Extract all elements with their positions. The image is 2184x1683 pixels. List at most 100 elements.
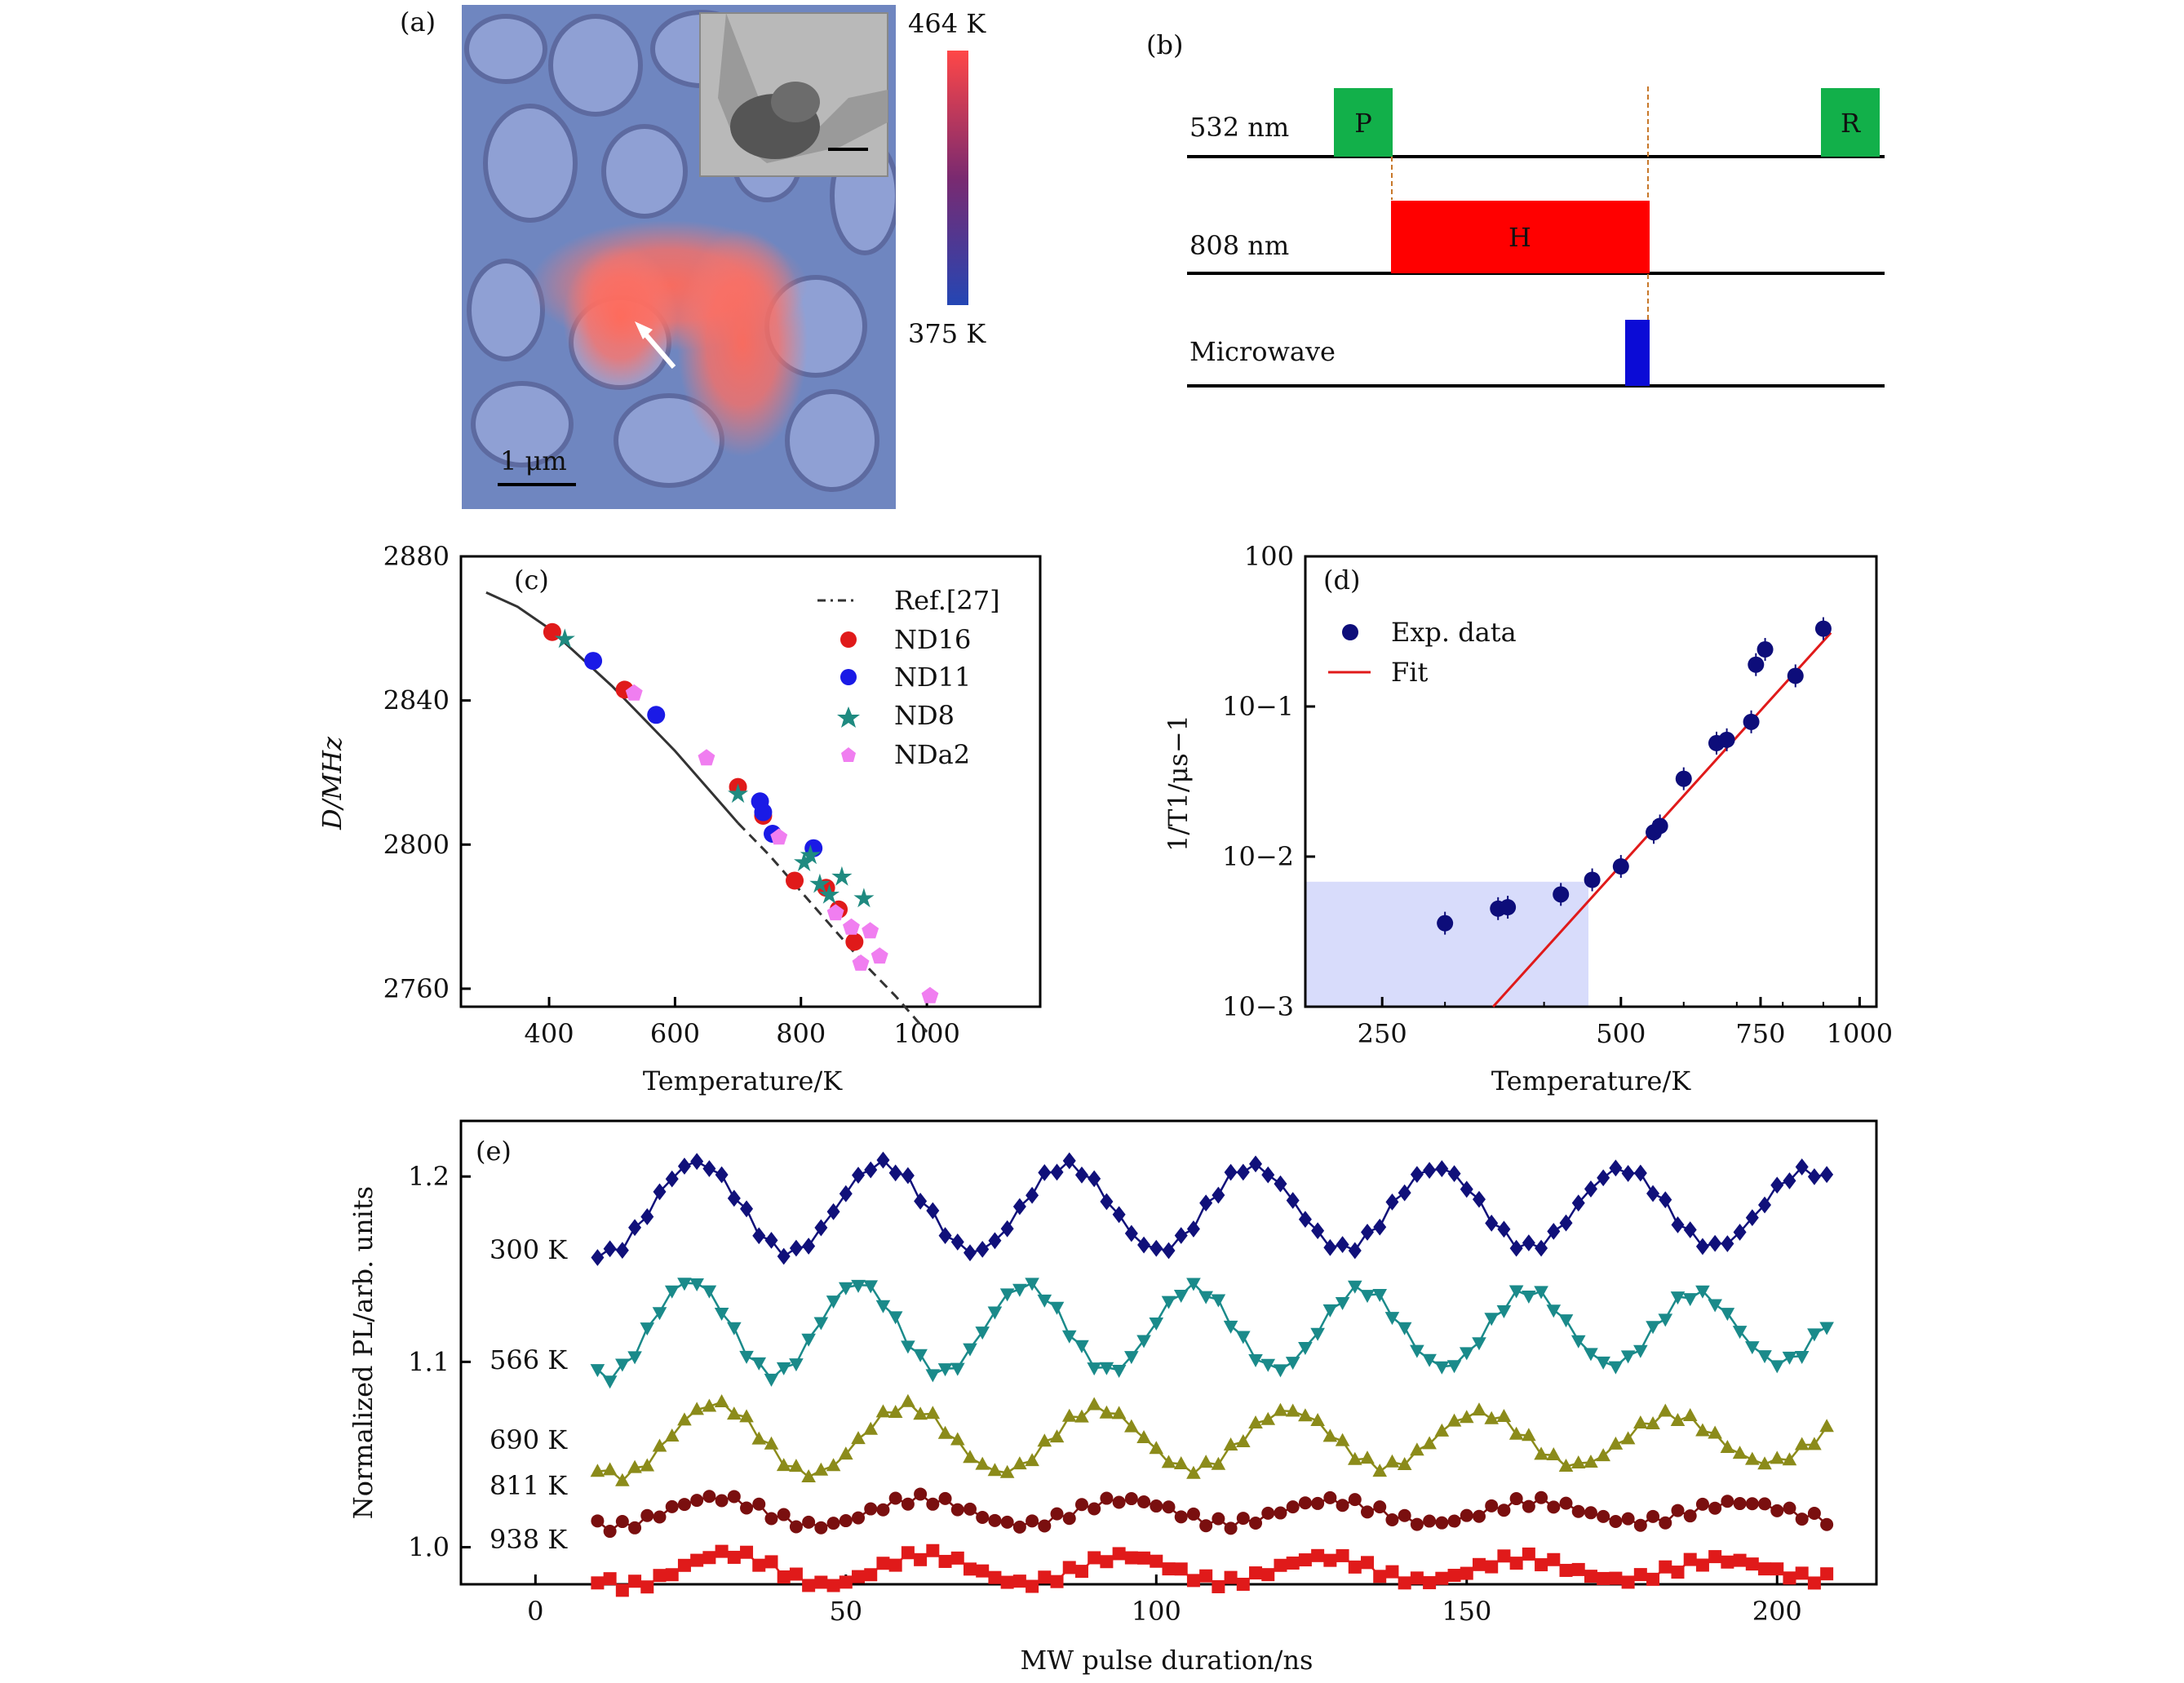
series-point-938k bbox=[740, 1545, 754, 1559]
series-point-938k bbox=[653, 1569, 667, 1583]
series-point-938k bbox=[1423, 1576, 1437, 1590]
series-point-690k bbox=[702, 1398, 717, 1412]
series-point-690k bbox=[1484, 1411, 1500, 1424]
series-point-300k bbox=[963, 1244, 977, 1262]
series-point-300k bbox=[864, 1161, 878, 1179]
series-point-566k bbox=[1099, 1362, 1114, 1375]
series-point-938k bbox=[988, 1570, 1002, 1584]
series-point-938k bbox=[814, 1575, 828, 1589]
colorbar-min-label: 375 K bbox=[908, 318, 986, 349]
point-nd8 bbox=[800, 844, 821, 865]
series-point-938k bbox=[1186, 1574, 1200, 1588]
series-point-690k bbox=[1298, 1408, 1313, 1422]
series-point-690k bbox=[1819, 1419, 1834, 1433]
series-point-811k bbox=[777, 1508, 791, 1521]
series-point-938k bbox=[628, 1574, 642, 1588]
series-point-300k bbox=[1026, 1186, 1039, 1204]
ref-curve-dashed bbox=[737, 822, 928, 1033]
series-point-938k bbox=[1584, 1570, 1597, 1583]
series-point-690k bbox=[677, 1412, 692, 1426]
series-point-300k bbox=[1361, 1224, 1375, 1241]
series-point-690k bbox=[776, 1458, 791, 1472]
series-point-811k bbox=[1298, 1496, 1312, 1510]
point-exp-data bbox=[1787, 667, 1804, 684]
series-point-566k bbox=[1037, 1294, 1052, 1308]
series-point-300k bbox=[1733, 1224, 1747, 1241]
series-point-938k bbox=[1323, 1553, 1337, 1567]
series-line-300k bbox=[596, 1158, 1827, 1259]
series-point-690k bbox=[1782, 1452, 1797, 1466]
series-point-938k bbox=[1026, 1579, 1039, 1593]
point-nd16 bbox=[786, 871, 804, 890]
series-point-690k bbox=[1446, 1413, 1462, 1427]
series-point-566k bbox=[739, 1350, 754, 1364]
series-point-938k bbox=[888, 1558, 902, 1572]
series-point-566k bbox=[901, 1340, 915, 1354]
e-ytick-label: 1.0 bbox=[408, 1532, 450, 1563]
series-point-300k bbox=[938, 1227, 952, 1244]
series-point-938k bbox=[1435, 1571, 1449, 1585]
series-point-811k bbox=[976, 1510, 990, 1524]
axis-e-ylabel: Normalized PL/arb. units bbox=[348, 1186, 379, 1519]
series-point-811k bbox=[1361, 1505, 1375, 1519]
series-point-566k bbox=[764, 1373, 779, 1387]
series-point-938k bbox=[1695, 1558, 1709, 1572]
series-point-300k bbox=[1671, 1216, 1685, 1233]
c-ytick-label: 2880 bbox=[383, 541, 450, 572]
series-point-690k bbox=[999, 1464, 1015, 1478]
series-point-566k bbox=[602, 1375, 618, 1389]
series-point-690k bbox=[1161, 1455, 1176, 1468]
point-exp-data bbox=[1651, 817, 1668, 835]
series-point-566k bbox=[1223, 1320, 1238, 1334]
series-point-938k bbox=[1571, 1562, 1585, 1576]
point-exp-data bbox=[1718, 731, 1735, 748]
series-point-811k bbox=[814, 1521, 828, 1535]
series-point-938k bbox=[1460, 1566, 1473, 1580]
series-point-938k bbox=[1311, 1548, 1325, 1562]
e-xtick-label: 200 bbox=[1752, 1596, 1802, 1627]
point-nda2 bbox=[770, 828, 788, 845]
series-point-300k bbox=[1423, 1162, 1437, 1180]
series-point-300k bbox=[1659, 1191, 1672, 1209]
series-point-938k bbox=[1286, 1556, 1300, 1570]
series-point-938k bbox=[1062, 1561, 1076, 1574]
series-point-938k bbox=[1162, 1562, 1176, 1576]
series-point-566k bbox=[1472, 1337, 1486, 1351]
row-label-808: 808 nm bbox=[1189, 230, 1289, 261]
panel-c: (c) 400 600 800 1000 2760 2800 2840 2880 Tempe… bbox=[317, 541, 1042, 1096]
d-ytick-label: 10−2 bbox=[1222, 841, 1294, 872]
legend-c-nd8-marker bbox=[837, 706, 860, 728]
series-point-300k bbox=[1062, 1152, 1076, 1170]
series-point-811k bbox=[1621, 1512, 1635, 1526]
series-point-566k bbox=[1236, 1331, 1251, 1344]
series-point-300k bbox=[591, 1249, 605, 1266]
series-point-938k bbox=[802, 1579, 816, 1592]
series-point-566k bbox=[1260, 1358, 1276, 1372]
series-point-690k bbox=[602, 1462, 618, 1476]
series-point-566k bbox=[689, 1278, 704, 1291]
series-point-690k bbox=[751, 1431, 767, 1445]
series-point-300k bbox=[665, 1170, 679, 1188]
series-point-690k bbox=[1074, 1409, 1089, 1423]
series-point-566k bbox=[1384, 1312, 1400, 1326]
series-point-690k bbox=[1807, 1437, 1822, 1450]
series-point-938k bbox=[1410, 1571, 1424, 1585]
d-ytick-label: 100 bbox=[1244, 541, 1294, 572]
series-point-811k bbox=[876, 1503, 890, 1517]
series-point-300k bbox=[1695, 1238, 1709, 1256]
series-point-811k bbox=[1224, 1521, 1238, 1535]
scale-bar-label: 1 μm bbox=[500, 445, 567, 476]
series-point-811k bbox=[1435, 1516, 1449, 1530]
series-point-690k bbox=[813, 1462, 829, 1476]
series-point-566k bbox=[1459, 1347, 1474, 1361]
series-point-690k bbox=[1384, 1454, 1400, 1468]
series-point-300k bbox=[1783, 1172, 1796, 1189]
series-point-690k bbox=[1310, 1412, 1325, 1426]
panel-a-label: (a) bbox=[400, 7, 436, 38]
series-point-811k bbox=[1199, 1519, 1213, 1533]
point-exp-data bbox=[1553, 886, 1570, 903]
series-point-300k bbox=[1410, 1166, 1424, 1184]
series-point-811k bbox=[901, 1497, 915, 1511]
series-point-690k bbox=[1695, 1423, 1710, 1437]
series-point-938k bbox=[1361, 1556, 1375, 1570]
